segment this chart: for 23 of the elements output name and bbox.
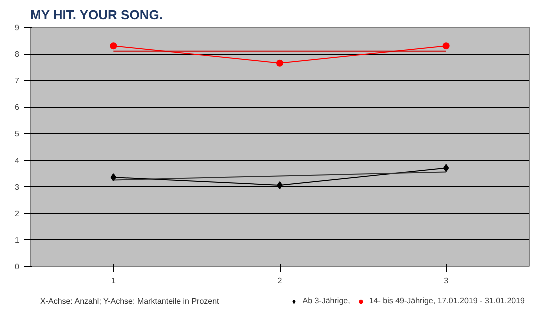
legend-label: Ab 3-Jährige, bbox=[302, 296, 350, 306]
x-tick-label: 2 bbox=[278, 276, 283, 286]
y-tick-label: 5 bbox=[15, 130, 20, 139]
point bbox=[277, 182, 283, 190]
y-tick-label: 2 bbox=[15, 209, 20, 218]
point bbox=[110, 174, 116, 182]
legend-label: 14- bis 49-Jährige, 17.01.2019 - 31.01.2019 bbox=[369, 296, 525, 306]
point bbox=[110, 42, 118, 50]
point bbox=[276, 60, 284, 67]
y-tick-label: 7 bbox=[15, 76, 20, 86]
y-tick-label: 1 bbox=[15, 236, 20, 245]
y-tick-label: 8 bbox=[15, 50, 20, 60]
y-tick-label: 0 bbox=[15, 262, 20, 272]
x-tick-label: 3 bbox=[444, 276, 450, 286]
y-tick-label: 4 bbox=[15, 156, 20, 166]
x-tick-label: 1 bbox=[111, 276, 116, 286]
text: X-Achse: Anzahl; Y-Achse: Marktanteile in Prozent bbox=[40, 297, 220, 306]
point bbox=[442, 42, 450, 50]
y-tick-label: 3 bbox=[15, 182, 20, 192]
y-tick-label: 9 bbox=[15, 24, 20, 32]
y-tick-label: 6 bbox=[15, 103, 20, 112]
chart-title: MY HIT. YOUR SONG. bbox=[30, 8, 163, 22]
point bbox=[444, 164, 450, 172]
